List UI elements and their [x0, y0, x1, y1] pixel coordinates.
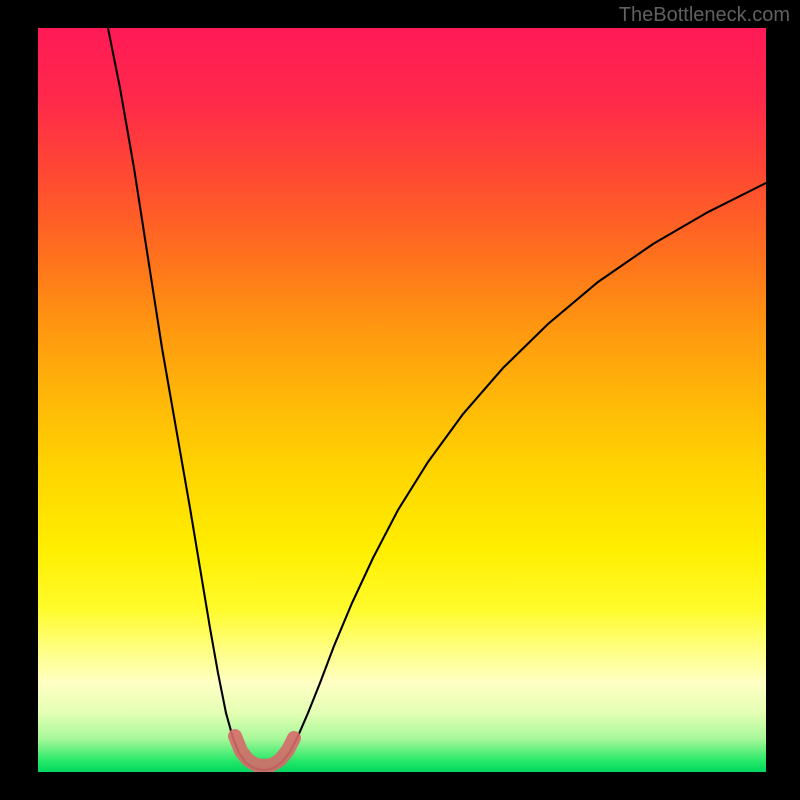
chart-svg: [38, 28, 766, 772]
watermark-text: TheBottleneck.com: [619, 4, 790, 27]
chart-background: [38, 28, 766, 772]
chart-plot-area: [38, 28, 766, 772]
